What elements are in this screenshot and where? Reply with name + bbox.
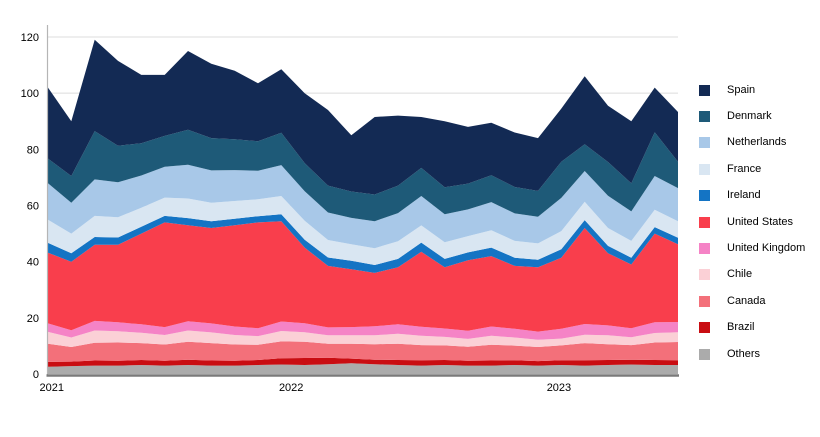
x-tick-label: 2023 <box>547 382 571 394</box>
legend: Spain Denmark Netherlands France Ireland Unit… <box>699 77 805 367</box>
legend-swatch-icon <box>699 269 710 281</box>
area-brazil <box>48 357 678 367</box>
legend-label: Spain <box>727 83 756 96</box>
legend-swatch-icon <box>699 190 710 202</box>
legend-swatch-icon <box>699 295 710 307</box>
area-united-kingdom <box>48 320 678 340</box>
legend-item-others: Others <box>699 341 805 367</box>
legend-label: Others <box>727 347 761 360</box>
legend-item-france: France <box>699 156 805 182</box>
legend-item-denmark: Denmark <box>699 103 805 129</box>
legend-swatch-icon <box>699 348 710 360</box>
legend-swatch-icon <box>699 216 710 228</box>
legend-label: Canada <box>727 294 766 307</box>
area-netherlands <box>48 164 678 249</box>
legend-label: United Kingdom <box>727 242 806 255</box>
legend-item-united-kingdom: United Kingdom <box>699 235 805 261</box>
area-others <box>48 363 678 374</box>
legend-label: Ireland <box>727 189 761 202</box>
stacked-area-chart: 0 20 40 60 80 100 120 2021 2022 2023 <box>21 25 679 394</box>
legend-swatch-icon <box>699 243 710 255</box>
legend-swatch-icon <box>699 137 710 149</box>
area-ireland <box>48 214 678 273</box>
legend-label: Chile <box>727 268 753 281</box>
area-united-states <box>48 221 678 332</box>
legend-item-canada: Canada <box>699 288 805 314</box>
y-tick-label: 40 <box>27 257 39 269</box>
area-france <box>48 196 678 265</box>
legend-item-netherlands: Netherlands <box>699 130 805 156</box>
legend-label: France <box>727 162 762 175</box>
y-tick-label: 60 <box>27 201 39 213</box>
y-tick-label: 20 <box>27 313 39 325</box>
y-tick-label: 120 <box>21 32 39 44</box>
legend-swatch-icon <box>699 111 710 123</box>
legend-swatch-icon <box>699 163 710 175</box>
area-canada <box>48 341 678 362</box>
legend-item-chile: Chile <box>699 262 805 288</box>
legend-item-brazil: Brazil <box>699 315 805 341</box>
legend-label: Netherlands <box>727 136 787 149</box>
area-chile <box>48 330 678 347</box>
x-tick-label: 2022 <box>279 382 303 394</box>
y-tick-label: 100 <box>21 88 39 100</box>
legend-label: Denmark <box>727 110 772 123</box>
legend-item-ireland: Ireland <box>699 183 805 209</box>
legend-swatch-icon <box>699 84 710 96</box>
legend-item-spain: Spain <box>699 77 805 103</box>
y-tick-label: 0 <box>33 369 39 381</box>
x-tick-label: 2021 <box>40 382 64 394</box>
area-spain <box>48 39 678 195</box>
legend-item-united-states: United States <box>699 209 805 235</box>
area-denmark <box>48 129 678 222</box>
legend-label: United States <box>727 215 794 228</box>
legend-label: Brazil <box>727 321 755 334</box>
y-tick-label: 80 <box>27 144 39 156</box>
legend-swatch-icon <box>699 322 710 334</box>
